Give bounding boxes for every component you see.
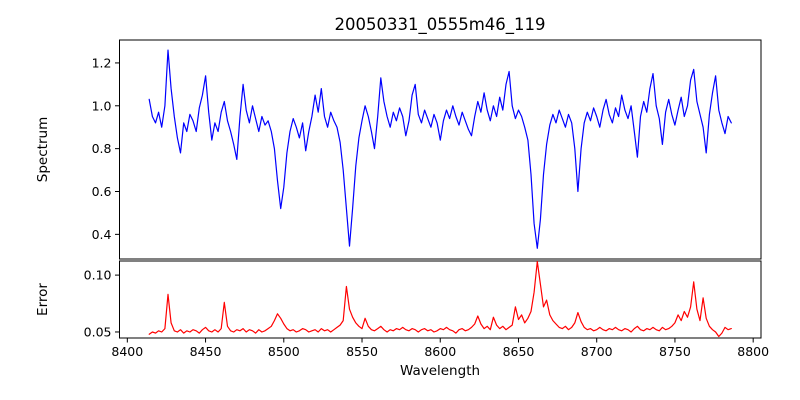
x-tick-label: 8800 [737,344,769,359]
spectrum-panel [119,39,762,260]
x-tick-label: 8450 [190,344,222,359]
x-tick-label: 8750 [659,344,691,359]
spectrum-line [148,49,732,249]
spectrum-y-tick-label: 0.4 [92,227,112,242]
spectrum-y-tick-label: 0.6 [92,184,112,199]
x-axis-label: Wavelength [400,363,480,379]
error-y-tick-label: 0.10 [84,268,112,283]
spectrum-y-axis-label: Spectrum [35,117,51,182]
error-y-tick-label: 0.05 [84,324,112,339]
x-tick-label: 8650 [503,344,535,359]
chart-title: 20050331_0555m46_119 [334,15,545,35]
spectrum-y-axis-ticks: 0.4 0.6 0.8 1.0 1.2 [92,55,120,242]
error-y-axis-ticks: 0.05 0.10 [84,268,120,339]
error-line [148,260,732,338]
x-axis-ticks: 8400 8450 8500 8550 8600 8650 8700 8750 8800 [111,338,769,359]
x-tick-label: 8700 [581,344,613,359]
x-tick-label: 8550 [346,344,378,359]
spectrum-y-tick-label: 0.8 [92,141,112,156]
spectrum-y-tick-label: 1.2 [92,55,112,70]
spectrum-y-tick-label: 1.0 [92,98,112,113]
error-panel [119,260,762,339]
x-tick-label: 8400 [111,344,143,359]
x-tick-label: 8600 [424,344,456,359]
x-tick-label: 8500 [268,344,300,359]
error-y-axis-label: Error [35,283,51,316]
